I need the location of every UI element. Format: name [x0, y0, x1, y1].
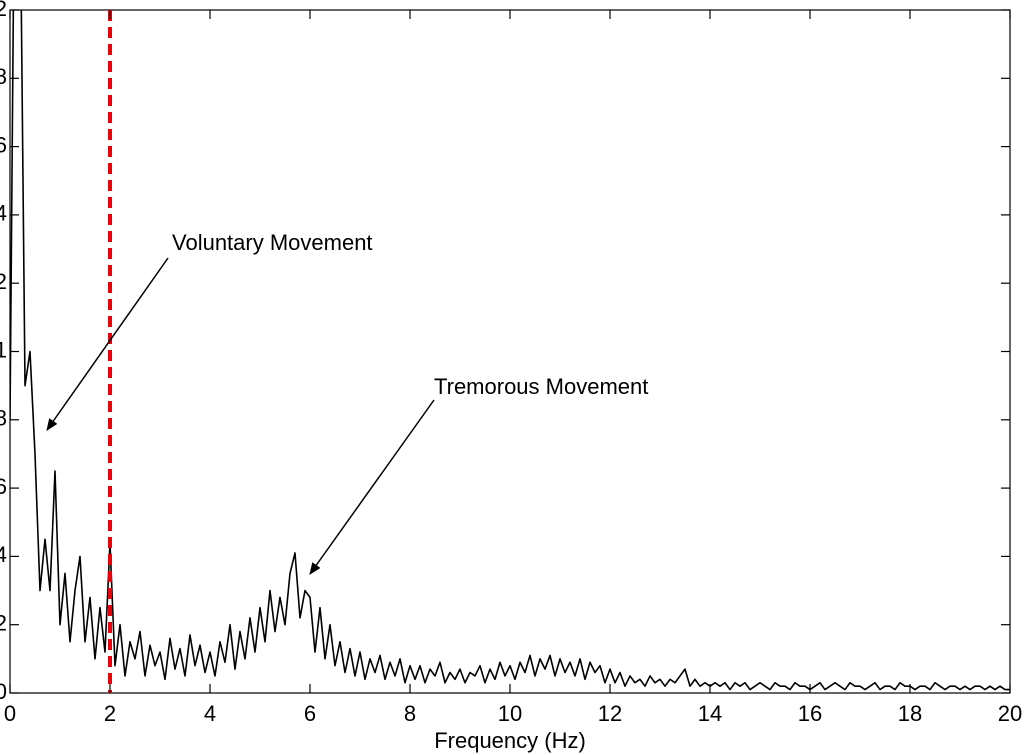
- x-tick-label: 18: [898, 701, 922, 726]
- x-tick-label: 2: [104, 701, 116, 726]
- y-tick-label: 0: [0, 679, 7, 704]
- x-tick-label: 16: [798, 701, 822, 726]
- x-tick-label: 4: [204, 701, 216, 726]
- y-tick-label: 0.6: [0, 474, 7, 499]
- y-tick-label: 0.4: [0, 542, 7, 567]
- x-tick-label: 14: [698, 701, 722, 726]
- x-tick-label: 6: [304, 701, 316, 726]
- annotation-arrow: [46, 257, 169, 431]
- y-tick-label: 0.8: [0, 406, 7, 431]
- x-tick-label: 10: [498, 701, 522, 726]
- plot-area: [10, 10, 1010, 693]
- x-tick-label: 0: [4, 701, 16, 726]
- y-tick-label: 1.4: [0, 201, 7, 226]
- x-tick-label: 8: [404, 701, 416, 726]
- y-tick-label: 1.6: [0, 132, 7, 157]
- y-tick-label: 1: [0, 337, 7, 362]
- y-tick-label: 0.2: [0, 611, 7, 636]
- y-tick-label: 1.2: [0, 269, 7, 294]
- x-tick-label: 12: [598, 701, 622, 726]
- x-tick-label: 20: [998, 701, 1022, 726]
- series-line: [10, 10, 1010, 691]
- annotation: Tremorous Movement: [434, 374, 648, 399]
- annotation-arrow: [309, 399, 435, 575]
- plot-frame: [9, 9, 1011, 694]
- y-tick-label: 2: [0, 0, 7, 21]
- annotation: Voluntary Movement: [172, 230, 373, 255]
- x-axis-label: Frequency (Hz): [434, 728, 586, 753]
- y-tick-label: 1.8: [0, 64, 7, 89]
